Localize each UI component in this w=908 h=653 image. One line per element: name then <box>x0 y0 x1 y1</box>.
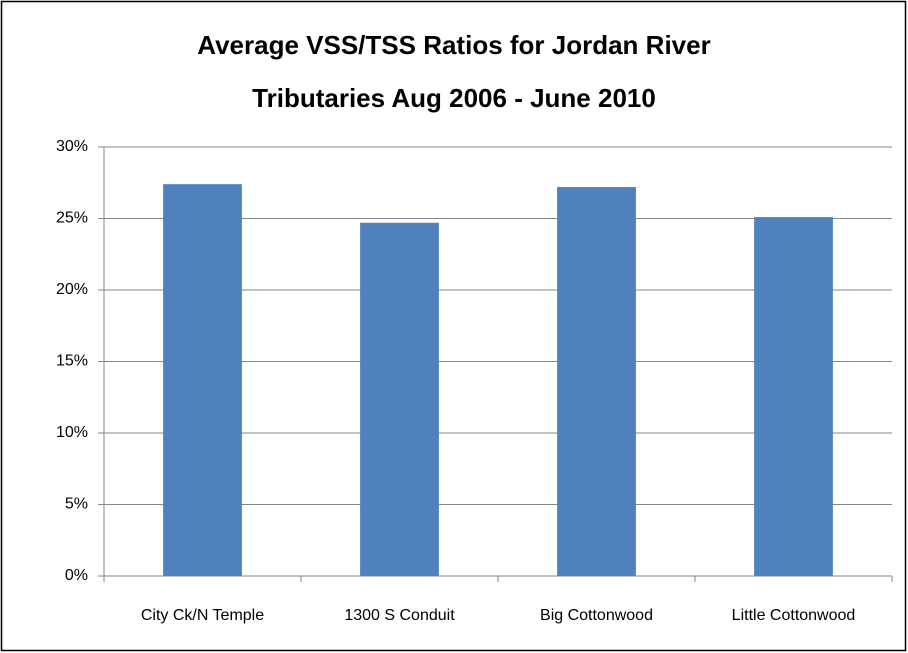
x-tick-label: Little Cottonwood <box>732 607 856 624</box>
x-tick-label: 1300 S Conduit <box>344 607 455 624</box>
y-tick-label: 30% <box>56 138 88 155</box>
y-tick-label: 25% <box>56 210 88 227</box>
bar <box>754 217 833 576</box>
bar <box>557 187 636 577</box>
bar <box>163 184 242 576</box>
x-tick-label: City Ck/N Temple <box>141 607 264 624</box>
y-tick-label: 0% <box>65 567 88 584</box>
bar <box>360 222 439 577</box>
x-tick-label: Big Cottonwood <box>540 607 653 624</box>
chart-title: Average VSS/TSS Ratios for Jordan River <box>197 30 710 60</box>
y-tick-label: 20% <box>56 281 88 298</box>
y-tick-label: 15% <box>56 353 88 370</box>
chart-title: Tributaries Aug 2006 - June 2010 <box>252 83 656 113</box>
y-tick-label: 5% <box>65 496 88 513</box>
y-tick-label: 10% <box>56 424 88 441</box>
